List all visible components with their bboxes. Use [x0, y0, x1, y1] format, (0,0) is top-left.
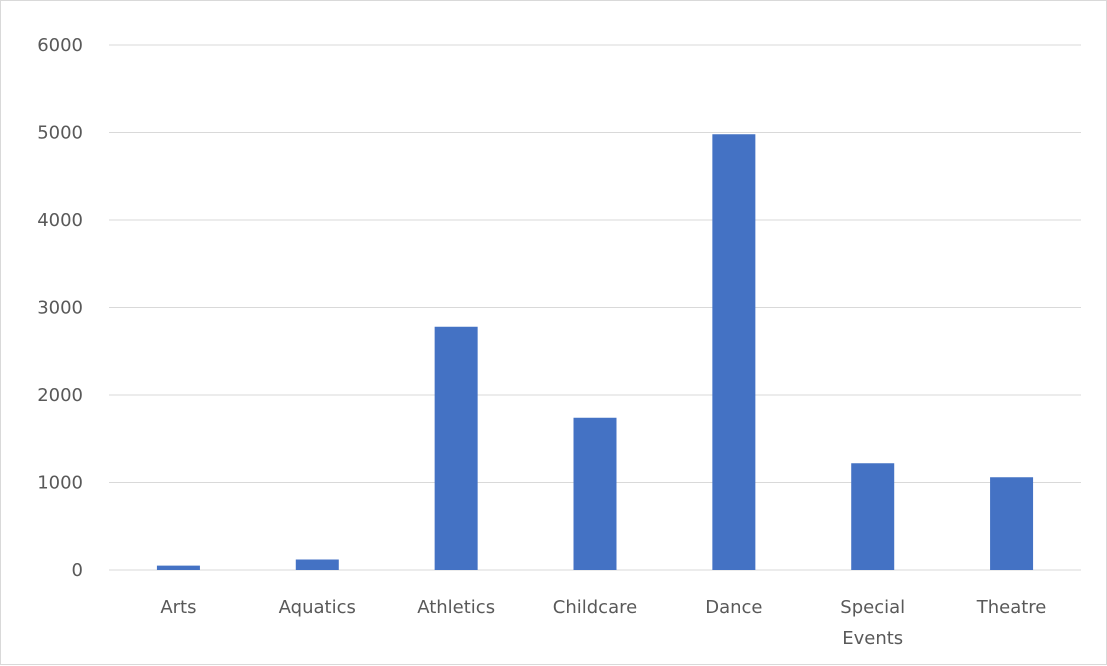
x-axis-categories: Arts Aquatics Athletics Childcare Dance Speci…	[160, 597, 1046, 649]
y-tick-label: 0	[72, 560, 83, 581]
x-category-label: Aquatics	[279, 597, 356, 618]
y-tick-label: 6000	[37, 35, 83, 56]
y-tick-label: 1000	[37, 473, 83, 494]
x-category-label: Arts	[160, 597, 196, 618]
y-tick-label: 4000	[37, 210, 83, 231]
gridlines	[109, 44, 1081, 571]
bar-aquatics	[295, 559, 339, 570]
y-tick-label: 5000	[37, 123, 83, 144]
y-axis-ticks: 0 1000 2000 3000 4000 5000 6000	[37, 35, 83, 581]
bar-dance	[712, 134, 756, 570]
bar-special-events	[851, 463, 895, 570]
bars	[156, 134, 1034, 570]
bar-arts	[156, 565, 200, 570]
x-category-label: Dance	[705, 597, 762, 618]
x-category-label: Theatre	[976, 597, 1047, 618]
x-category-label: Special Events	[840, 597, 905, 649]
bar-theatre	[990, 477, 1034, 570]
bar-athletics	[434, 326, 478, 570]
x-category-label: Childcare	[553, 597, 637, 618]
y-tick-label: 2000	[37, 385, 83, 406]
y-tick-label: 3000	[37, 298, 83, 319]
x-category-label: Athletics	[417, 597, 495, 618]
bar-childcare	[573, 417, 617, 570]
